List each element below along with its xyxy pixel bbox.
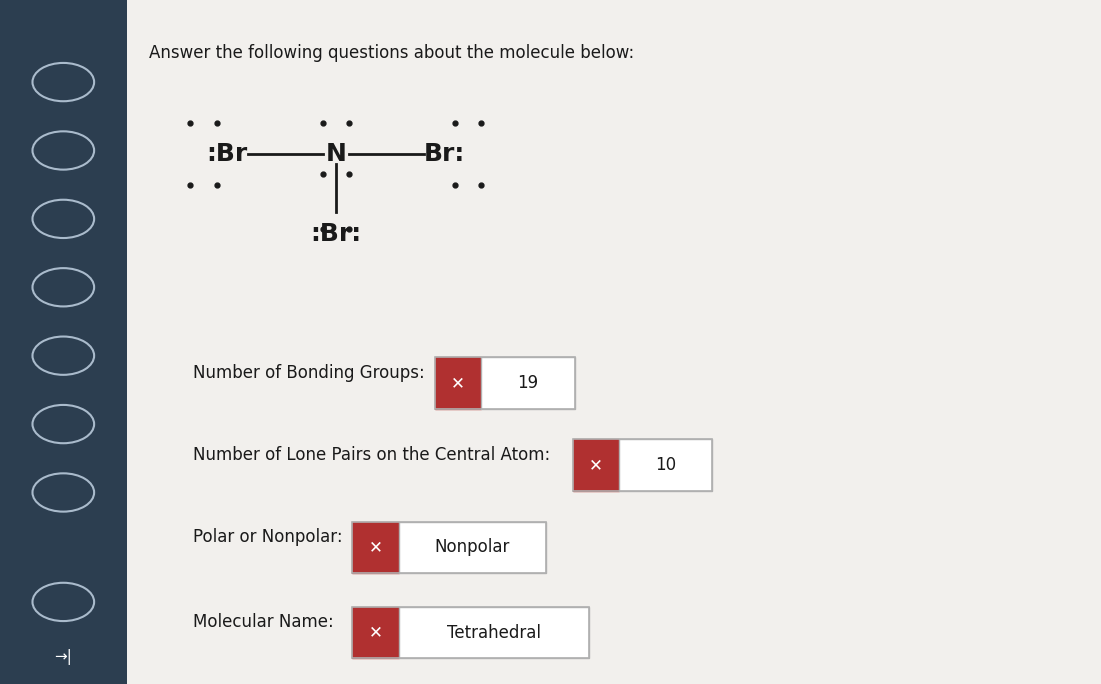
- FancyBboxPatch shape: [481, 357, 575, 409]
- Text: 10: 10: [655, 456, 676, 474]
- Text: Number of Lone Pairs on the Central Atom:: Number of Lone Pairs on the Central Atom…: [193, 446, 549, 464]
- Text: ✕: ✕: [451, 374, 465, 392]
- Text: N: N: [326, 142, 346, 166]
- Text: Nonpolar: Nonpolar: [435, 538, 510, 556]
- FancyBboxPatch shape: [435, 357, 481, 409]
- Text: 19: 19: [517, 374, 538, 392]
- Text: ✕: ✕: [369, 624, 382, 642]
- Text: Polar or Nonpolar:: Polar or Nonpolar:: [193, 528, 342, 546]
- FancyBboxPatch shape: [352, 607, 399, 658]
- FancyBboxPatch shape: [399, 607, 589, 658]
- FancyBboxPatch shape: [573, 439, 619, 491]
- Text: ✕: ✕: [369, 538, 382, 556]
- Text: Br:: Br:: [424, 142, 465, 166]
- FancyBboxPatch shape: [619, 439, 712, 491]
- Text: :Br: :Br: [207, 142, 248, 166]
- Text: Number of Bonding Groups:: Number of Bonding Groups:: [193, 364, 424, 382]
- FancyBboxPatch shape: [399, 522, 546, 573]
- Text: :Br:: :Br:: [310, 222, 361, 246]
- Bar: [0, 0, 127, 684]
- Text: Tetrahedral: Tetrahedral: [447, 624, 541, 642]
- Text: Molecular Name:: Molecular Name:: [193, 614, 334, 631]
- Text: Answer the following questions about the molecule below:: Answer the following questions about the…: [149, 44, 634, 62]
- FancyBboxPatch shape: [352, 522, 399, 573]
- Text: ✕: ✕: [589, 456, 602, 474]
- Text: →|: →|: [54, 648, 73, 665]
- Bar: [127, 0, 1101, 684]
